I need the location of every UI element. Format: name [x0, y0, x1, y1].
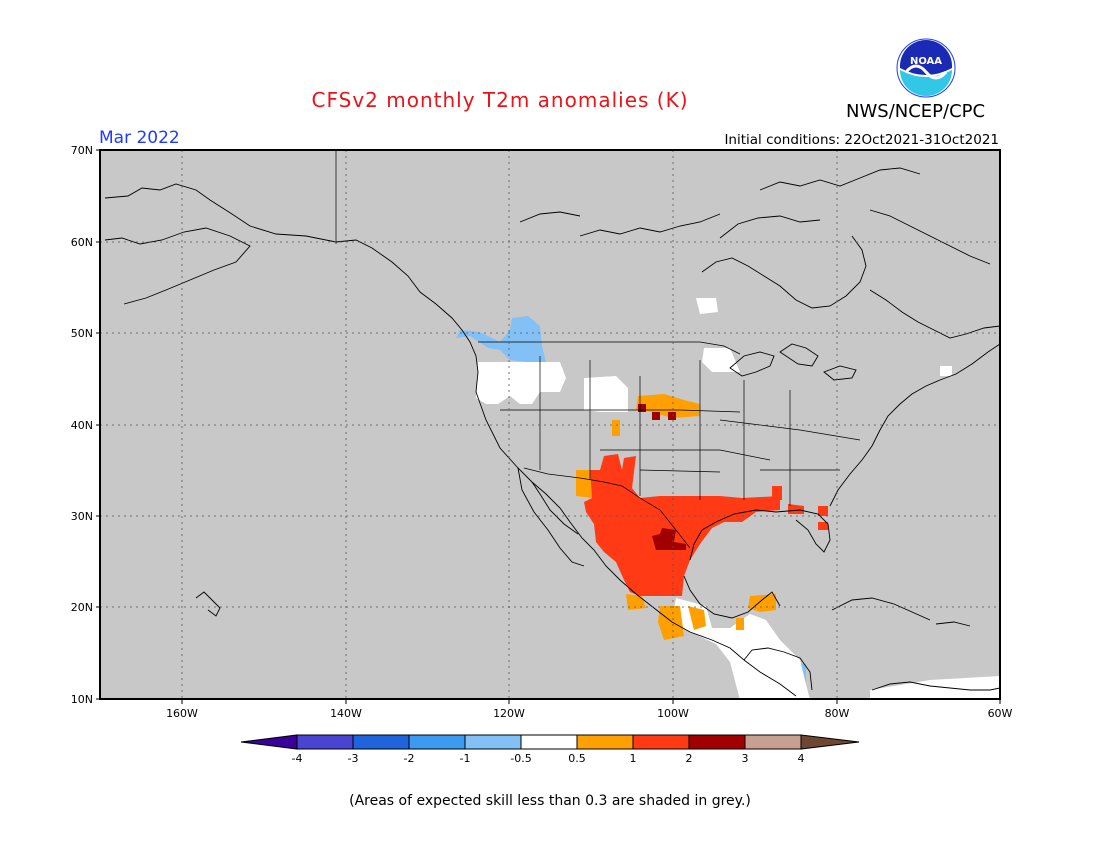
colorbar-segment: [296, 734, 354, 750]
cold-anomaly-region: [456, 316, 546, 362]
forecast-month: Mar 2022: [99, 128, 180, 148]
strong-warm-anomaly-region: [638, 404, 646, 412]
lat-label: 50N: [71, 327, 93, 340]
neutral-region: [476, 362, 566, 404]
neutral-region: [696, 298, 718, 314]
neutral-region: [870, 676, 1000, 699]
latitude-labels: 70N 60N 50N 40N 30N 20N 10N: [71, 144, 93, 706]
colorbar-segment: [688, 734, 746, 750]
warm-anomaly-region: [818, 522, 828, 530]
colorbar-segment: [464, 734, 522, 750]
lon-label: 100W: [657, 707, 689, 720]
colorbar-segment: [240, 734, 298, 750]
colorbar-segment: [800, 734, 860, 750]
colorbar: [240, 734, 860, 750]
warm-anomaly-region: [688, 606, 706, 630]
colorbar-label: 2: [686, 752, 693, 765]
warm-anomaly-region: [748, 594, 776, 612]
warm-anomaly-region: [612, 420, 620, 436]
lat-label: 20N: [71, 601, 93, 614]
warm-anomaly-region: [818, 506, 828, 516]
noaa-logo: NOAA: [896, 38, 956, 98]
lat-label: 70N: [71, 144, 93, 157]
colorbar-segment: [576, 734, 634, 750]
lat-label: 60N: [71, 236, 93, 249]
lat-label: 10N: [71, 693, 93, 706]
warm-anomaly-region: [742, 498, 752, 508]
lat-label: 30N: [71, 510, 93, 523]
warm-anomaly-region: [736, 618, 744, 630]
strong-warm-anomaly-region: [652, 528, 686, 550]
warm-anomaly-region: [772, 486, 782, 500]
colorbar-label: 1: [630, 752, 637, 765]
graticule: [100, 150, 1000, 699]
political-borders: [335, 150, 861, 549]
initial-conditions: Initial conditions: 22Oct2021-31Oct2021: [724, 132, 999, 148]
lon-label: 80W: [825, 707, 850, 720]
agency-label: NWS/NCEP/CPC: [846, 101, 986, 122]
longitude-labels: 160W 140W 120W 100W 80W 60W: [166, 707, 1012, 720]
colorbar-label: 4: [798, 752, 805, 765]
anomaly-shading: [456, 298, 1000, 699]
neutral-region: [584, 376, 628, 412]
warm-anomaly-region: [576, 470, 592, 498]
axis-ticks: [96, 149, 1001, 704]
logo-text: NOAA: [910, 56, 942, 67]
map-title-text: CFSv2 monthly T2m anomalies (K): [311, 88, 689, 112]
map-background: [100, 150, 1000, 699]
warm-anomaly-region: [584, 454, 780, 596]
map-title: CFSv2 monthly T2m anomalies (K): [0, 88, 1100, 112]
colorbar-label: -3: [348, 752, 359, 765]
neutral-region: [672, 598, 810, 699]
warm-anomaly-region: [658, 606, 684, 640]
colorbar-segment: [352, 734, 410, 750]
warm-anomaly-region: [788, 504, 804, 514]
strong-warm-anomaly-region: [668, 412, 676, 420]
colorbar-segment: [520, 734, 578, 750]
coastlines: [104, 167, 1000, 697]
neutral-region: [940, 366, 952, 376]
colorbar-label: -1: [460, 752, 471, 765]
strong-warm-anomaly-region: [652, 412, 660, 420]
colorbar-segment: [744, 734, 802, 750]
colorbar-labels: -4 -3 -2 -1 -0.5 0.5 1 2 3 4: [292, 752, 805, 765]
lon-label: 160W: [166, 707, 198, 720]
colorbar-label: -2: [404, 752, 415, 765]
lon-label: 140W: [330, 707, 362, 720]
neutral-region: [702, 348, 740, 372]
colorbar-segment: [632, 734, 690, 750]
lon-label: 60W: [988, 707, 1013, 720]
colorbar-segment: [408, 734, 466, 750]
colorbar-label: -4: [292, 752, 303, 765]
lon-label: 120W: [493, 707, 525, 720]
colorbar-label: -0.5: [510, 752, 531, 765]
skill-footnote: (Areas of expected skill less than 0.3 a…: [349, 793, 751, 809]
colorbar-label: 0.5: [568, 752, 586, 765]
lat-label: 40N: [71, 419, 93, 432]
colorbar-label: 3: [742, 752, 749, 765]
